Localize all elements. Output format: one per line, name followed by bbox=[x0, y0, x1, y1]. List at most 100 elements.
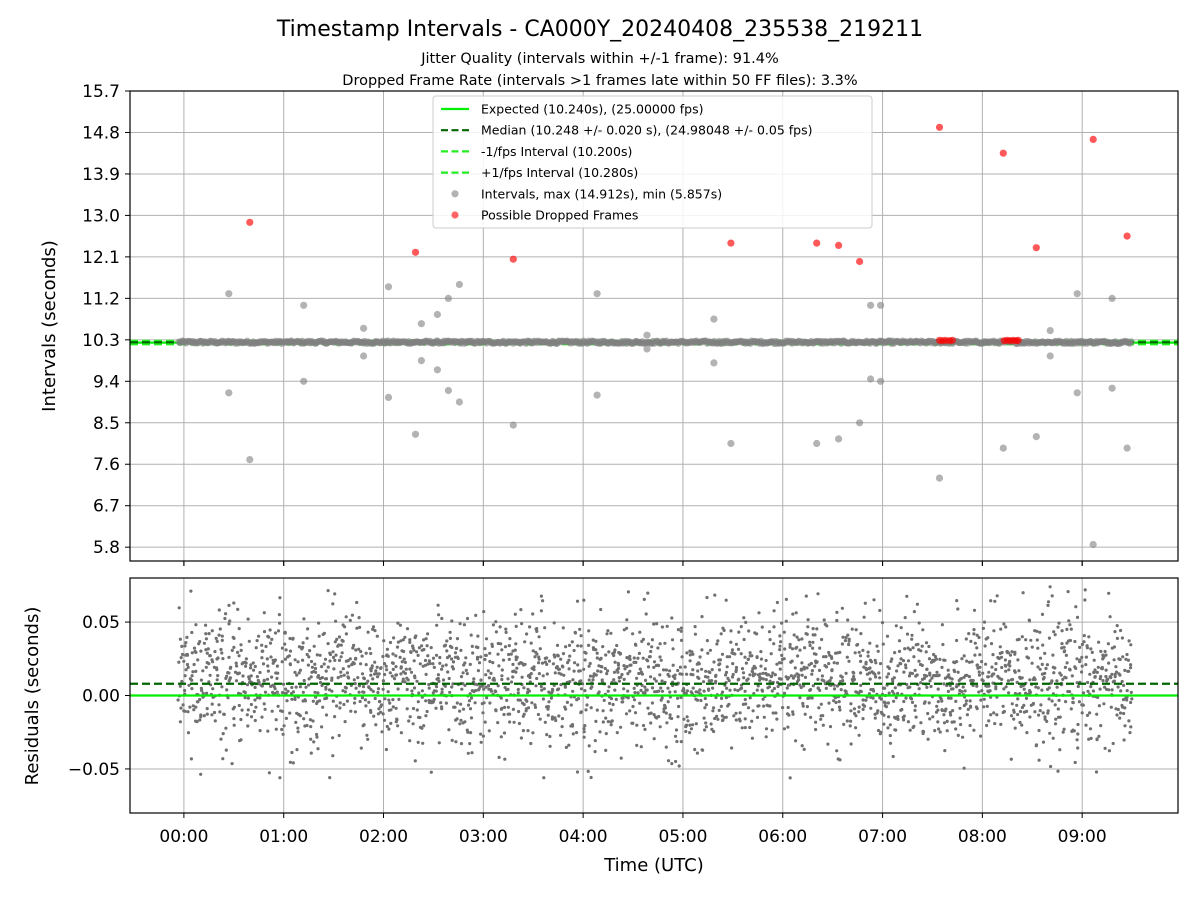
residual-point bbox=[201, 669, 205, 673]
residual-point bbox=[217, 608, 221, 612]
residual-point bbox=[1089, 647, 1093, 651]
residual-point bbox=[403, 635, 407, 639]
residual-point bbox=[499, 696, 503, 700]
residual-point bbox=[903, 616, 907, 620]
residual-point bbox=[781, 706, 785, 710]
residual-point bbox=[473, 701, 477, 705]
residual-point bbox=[1125, 698, 1129, 702]
residual-point bbox=[245, 713, 249, 717]
residual-point bbox=[804, 594, 808, 598]
residual-point bbox=[475, 657, 480, 661]
residual-point bbox=[718, 658, 723, 662]
residual-point bbox=[186, 731, 191, 735]
residual-point bbox=[381, 687, 385, 691]
residual-point bbox=[738, 711, 742, 715]
residual-point bbox=[924, 674, 929, 678]
residual-point bbox=[828, 679, 832, 683]
residual-point bbox=[891, 679, 895, 684]
residual-point bbox=[782, 691, 787, 695]
residual-point bbox=[731, 672, 735, 677]
residual-point bbox=[525, 632, 529, 636]
residual-point bbox=[561, 626, 565, 630]
residual-point bbox=[871, 696, 875, 700]
residual-point bbox=[331, 655, 336, 660]
residual-point bbox=[268, 641, 273, 645]
residual-point bbox=[926, 737, 930, 741]
residual-point bbox=[695, 751, 700, 755]
residual-point bbox=[408, 638, 412, 642]
residual-point bbox=[306, 663, 310, 667]
residual-point bbox=[670, 638, 675, 642]
residual-point bbox=[748, 651, 752, 655]
residual-point bbox=[576, 663, 580, 667]
residual-point bbox=[571, 678, 575, 682]
residual-point bbox=[625, 618, 629, 622]
residual-point bbox=[946, 668, 950, 672]
residual-point bbox=[1113, 675, 1117, 679]
residual-point bbox=[658, 725, 662, 729]
residual-point bbox=[387, 727, 391, 731]
residual-point bbox=[470, 644, 474, 649]
residual-point bbox=[454, 646, 458, 651]
residual-point bbox=[644, 612, 648, 616]
residual-point bbox=[509, 652, 513, 656]
residual-point bbox=[978, 653, 982, 657]
residual-point bbox=[612, 653, 616, 658]
residual-point bbox=[559, 657, 563, 661]
residual-point bbox=[454, 740, 458, 744]
residual-point bbox=[634, 643, 638, 647]
residual-point bbox=[187, 683, 191, 687]
residual-point bbox=[743, 655, 747, 659]
residual-point bbox=[418, 662, 422, 666]
residual-point bbox=[720, 690, 725, 694]
residual-point bbox=[489, 687, 493, 692]
residual-point bbox=[852, 671, 856, 675]
residual-point bbox=[840, 606, 845, 610]
residual-point bbox=[1030, 661, 1034, 665]
residual-point bbox=[183, 709, 187, 713]
residual-point bbox=[934, 657, 939, 661]
residual-point bbox=[232, 723, 236, 727]
residual-point bbox=[470, 751, 474, 755]
residual-point bbox=[704, 721, 708, 725]
residual-point bbox=[362, 677, 366, 681]
residual-point bbox=[1029, 638, 1033, 642]
dropped-frame-point bbox=[727, 239, 735, 247]
residual-point bbox=[664, 668, 669, 672]
residual-point bbox=[191, 670, 195, 674]
legend-label: Median (10.248 +/- 0.020 s), (24.98048 +… bbox=[481, 123, 812, 138]
residual-point bbox=[184, 668, 188, 672]
residual-point bbox=[757, 611, 761, 615]
residual-point bbox=[1073, 760, 1077, 765]
residual-point bbox=[314, 670, 318, 674]
residual-point bbox=[496, 652, 500, 656]
residual-point bbox=[987, 684, 991, 688]
residual-point bbox=[688, 731, 692, 735]
residual-point bbox=[227, 603, 231, 608]
residual-point bbox=[983, 644, 987, 648]
interval-outlier-point bbox=[593, 391, 601, 399]
residual-point bbox=[302, 717, 306, 721]
residual-point bbox=[959, 722, 963, 727]
residual-point bbox=[589, 775, 593, 780]
residual-point bbox=[649, 721, 653, 725]
residual-point bbox=[891, 754, 895, 759]
dropped-frame-point bbox=[835, 241, 843, 249]
residual-point bbox=[629, 663, 633, 667]
residual-point bbox=[337, 658, 342, 663]
residual-point bbox=[956, 607, 960, 611]
residual-point bbox=[1013, 650, 1017, 655]
residual-point bbox=[622, 687, 626, 691]
residual-point bbox=[838, 758, 842, 762]
residual-point bbox=[759, 664, 763, 668]
residual-point bbox=[750, 670, 755, 674]
residual-point bbox=[395, 718, 399, 722]
residual-point bbox=[819, 717, 823, 721]
residual-point bbox=[347, 664, 351, 668]
residual-point bbox=[376, 687, 381, 691]
residual-point bbox=[663, 703, 667, 708]
residual-point bbox=[210, 713, 214, 717]
residual-point bbox=[204, 665, 208, 669]
residual-point bbox=[938, 730, 942, 734]
residual-point bbox=[246, 617, 250, 621]
